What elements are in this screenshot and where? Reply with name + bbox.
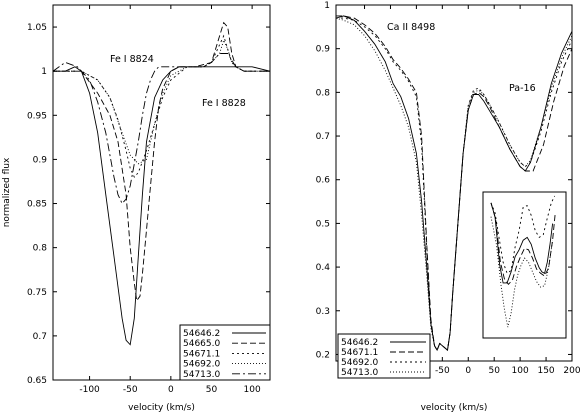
chart2-legend-label: 54692.0 [341,358,378,368]
chart1-y-tick-label: 1.05 [27,23,47,33]
chart1-series-line-54692-0 [53,39,270,165]
chart2-x-tick-label: 200 [563,366,580,376]
chart1-legend-label: 54665.0 [183,339,220,349]
chart1-series-line-54713-0 [53,53,270,205]
chart1-y-tick-label: 0.8 [33,244,48,254]
chart2-inset-line-54671-1 [490,202,556,285]
chart2-series-line-54671-1 [336,15,572,352]
chart2-y-tick-label: 0.9 [316,45,331,55]
chart1-x-axis-label: velocity (km/s) [128,403,195,413]
chart1-y-tick-label: 0.95 [27,111,47,121]
chart1-y-tick-label: 0.85 [27,200,47,210]
chart1-x-tick-label: 0 [168,385,174,395]
chart1-series-line-54671-1 [53,34,270,178]
chart1-y-tick-label: 0.65 [27,376,47,386]
chart2-legend-box [337,333,431,379]
chart1-y-tick-label: 0.9 [33,155,48,165]
chart2-x-tick-label: 150 [537,366,554,376]
chart2-y-tick-label: 0.6 [316,176,331,186]
chart1-plot-frame [52,4,271,381]
chart2-legend-label: 54671.1 [341,348,378,358]
chart2-plot-frame [335,4,573,362]
chart1-y-tick-label: 0.7 [33,332,47,342]
chart2-legend-label: 54713.0 [341,368,378,378]
chart1-x-tick-label: 100 [244,385,261,395]
chart1-legend-label: 54646.2 [183,329,220,339]
chart1-legend-label: 54692.0 [183,360,220,370]
chart1-annotation-2: Fe I 8828 [202,98,246,109]
chart2-x-tick-label: 100 [512,366,529,376]
chart1-legend-label: 54671.1 [183,349,220,359]
chart2-inset-line-54692-0 [490,195,556,275]
chart2-annotation-1: Ca II 8498 [387,22,435,33]
chart1-y-axis-label: normalized flux [2,157,12,227]
chart2-y-tick-label: 0.3 [316,307,330,317]
chart2-y-tick-label: 0.4 [316,263,331,273]
chart1-series-line-54665-0 [53,21,270,302]
chart2-y-tick-label: 1 [324,1,330,11]
chart2-x-tick-label: -50 [435,366,450,376]
chart2-inset-line-54646-2 [490,202,554,284]
chart1-legend-label: 54713.0 [183,370,220,380]
chart1-x-tick-label: 50 [206,385,218,395]
chart2-y-tick-label: 0.7 [316,132,330,142]
chart1-x-tick-label: -50 [123,385,138,395]
chart1-y-tick-label: 0.75 [27,288,47,298]
chart1-legend-box [179,324,271,381]
chart2-annotation-2: Pa-16 [509,83,536,94]
chart2-y-tick-label: 0.8 [316,88,331,98]
chart2-y-tick-label: 0.2 [316,350,330,360]
chart2-legend-label: 54646.2 [341,338,378,348]
chart2-series-line-54692-0 [336,17,572,352]
chart1-annotation-1: Fe I 8824 [110,54,154,65]
chart2-x-tick-label: 0 [465,366,471,376]
chart2-inset-frame [482,191,567,339]
chart1-x-tick-label: -100 [79,385,100,395]
chart1-y-tick-label: 1 [41,67,47,77]
chart2-x-tick-label: 50 [488,366,500,376]
chart2-y-tick-label: 0.5 [316,219,330,229]
chart2-x-axis-label: velocity (km/s) [421,403,488,413]
